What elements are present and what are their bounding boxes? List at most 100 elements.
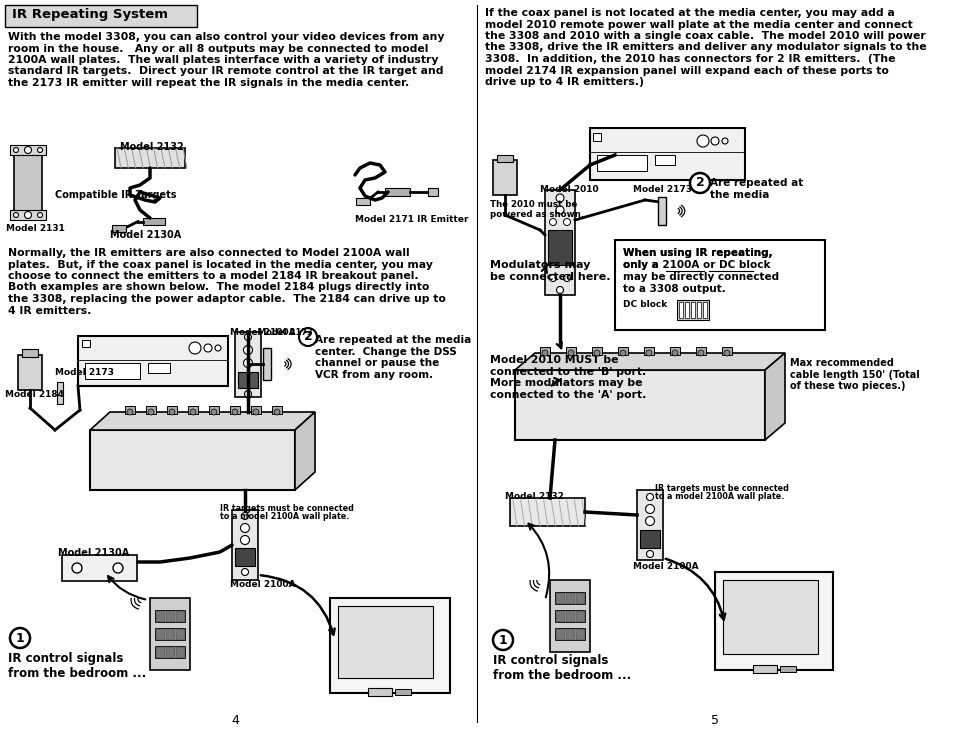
Bar <box>166 611 173 621</box>
Bar <box>156 629 164 639</box>
Bar <box>234 548 254 566</box>
Circle shape <box>127 409 132 415</box>
Bar <box>234 332 261 397</box>
Text: Compatible IR Targets: Compatible IR Targets <box>55 190 176 200</box>
Bar <box>337 606 433 678</box>
Text: Model 2100A: Model 2100A <box>230 580 295 589</box>
Bar <box>565 593 574 603</box>
Bar <box>385 188 410 196</box>
Bar <box>539 347 550 355</box>
Bar <box>175 611 184 621</box>
Circle shape <box>240 523 250 532</box>
Circle shape <box>563 218 570 226</box>
Circle shape <box>189 342 201 354</box>
Text: With the model 3308, you can also control your video devices from any: With the model 3308, you can also contro… <box>8 32 444 42</box>
Text: 5: 5 <box>710 714 719 727</box>
Bar <box>565 611 574 621</box>
Bar <box>510 498 584 526</box>
Text: 4: 4 <box>231 714 238 727</box>
Circle shape <box>556 286 563 293</box>
Circle shape <box>253 409 258 415</box>
Circle shape <box>211 409 216 415</box>
Bar <box>175 647 184 657</box>
Bar <box>154 628 185 640</box>
Text: IR control signals
from the bedroom ...: IR control signals from the bedroom ... <box>8 652 146 680</box>
Bar <box>677 300 708 320</box>
Text: IR targets must be connected: IR targets must be connected <box>220 504 354 513</box>
Bar <box>752 665 776 673</box>
Circle shape <box>619 350 625 356</box>
Circle shape <box>232 409 237 415</box>
Text: Are repeated at
the media: Are repeated at the media <box>709 178 802 199</box>
Bar <box>555 592 584 604</box>
Bar <box>555 610 584 622</box>
Polygon shape <box>294 412 314 490</box>
Text: Both examples are shown below.  The model 2184 plugs directly into: Both examples are shown below. The model… <box>8 283 429 293</box>
Text: 4 IR emitters.: 4 IR emitters. <box>8 305 91 315</box>
Bar <box>154 610 185 622</box>
Bar <box>565 629 574 639</box>
Bar <box>125 406 135 414</box>
Circle shape <box>214 345 221 351</box>
Text: Normally, the IR emitters are also connected to Model 2100A wall: Normally, the IR emitters are also conne… <box>8 248 409 258</box>
Bar <box>150 598 190 670</box>
Text: Model 2131: Model 2131 <box>6 224 65 233</box>
Bar <box>679 302 682 318</box>
Bar <box>593 133 600 141</box>
Bar <box>655 155 675 165</box>
Bar <box>167 406 177 414</box>
Bar <box>395 689 411 695</box>
Bar <box>57 382 63 404</box>
Circle shape <box>645 504 654 513</box>
Circle shape <box>244 334 252 340</box>
Circle shape <box>71 563 82 573</box>
Circle shape <box>298 328 316 346</box>
Bar <box>556 593 563 603</box>
Circle shape <box>646 493 653 501</box>
Bar <box>565 347 576 355</box>
Text: to a model 2100A wall plate.: to a model 2100A wall plate. <box>655 492 783 501</box>
Bar <box>690 302 695 318</box>
Bar <box>232 510 257 580</box>
Circle shape <box>241 512 248 520</box>
Text: plates.  But, if the coax panel is located in the media center, you may: plates. But, if the coax panel is locate… <box>8 259 433 269</box>
Circle shape <box>37 147 43 153</box>
Text: standard IR targets.  Direct your IR remote control at the IR target and: standard IR targets. Direct your IR remo… <box>8 66 443 77</box>
Bar <box>263 348 271 380</box>
Circle shape <box>698 350 703 356</box>
Circle shape <box>243 358 253 367</box>
Circle shape <box>13 147 18 153</box>
Bar <box>669 347 679 355</box>
Polygon shape <box>515 353 784 370</box>
Polygon shape <box>115 148 185 168</box>
Circle shape <box>689 173 709 193</box>
Text: If the coax panel is not located at the media center, you may add a: If the coax panel is not located at the … <box>484 8 894 18</box>
Bar <box>576 611 583 621</box>
Text: 2: 2 <box>695 177 703 190</box>
Bar <box>10 145 46 155</box>
Bar <box>714 572 832 670</box>
Circle shape <box>241 569 248 575</box>
Text: When using IR repeating,: When using IR repeating, <box>622 248 772 258</box>
Circle shape <box>244 391 252 398</box>
Circle shape <box>112 563 123 573</box>
Bar <box>154 646 185 658</box>
Circle shape <box>25 212 31 218</box>
Circle shape <box>37 212 43 218</box>
Circle shape <box>10 628 30 648</box>
Bar <box>330 598 450 693</box>
Text: Model 2010 MUST be
connected to the 'B' port.
More modulators may be
connected t: Model 2010 MUST be connected to the 'B' … <box>490 355 646 400</box>
Text: 3308.  In addition, the 2010 has connectors for 2 IR emitters.  (The: 3308. In addition, the 2010 has connecto… <box>484 54 895 64</box>
Bar <box>112 225 126 232</box>
Bar <box>156 611 164 621</box>
Text: choose to connect the emitters to a model 2184 IR breakout panel.: choose to connect the emitters to a mode… <box>8 271 418 281</box>
Bar <box>146 406 156 414</box>
Text: Model 2184: Model 2184 <box>5 390 64 399</box>
Polygon shape <box>90 430 294 490</box>
Bar <box>544 190 575 295</box>
Bar <box>209 406 219 414</box>
Bar <box>684 302 688 318</box>
Bar <box>14 148 42 220</box>
Bar <box>597 155 646 171</box>
Text: Modulators may
be connected here.: Modulators may be connected here. <box>490 260 610 282</box>
